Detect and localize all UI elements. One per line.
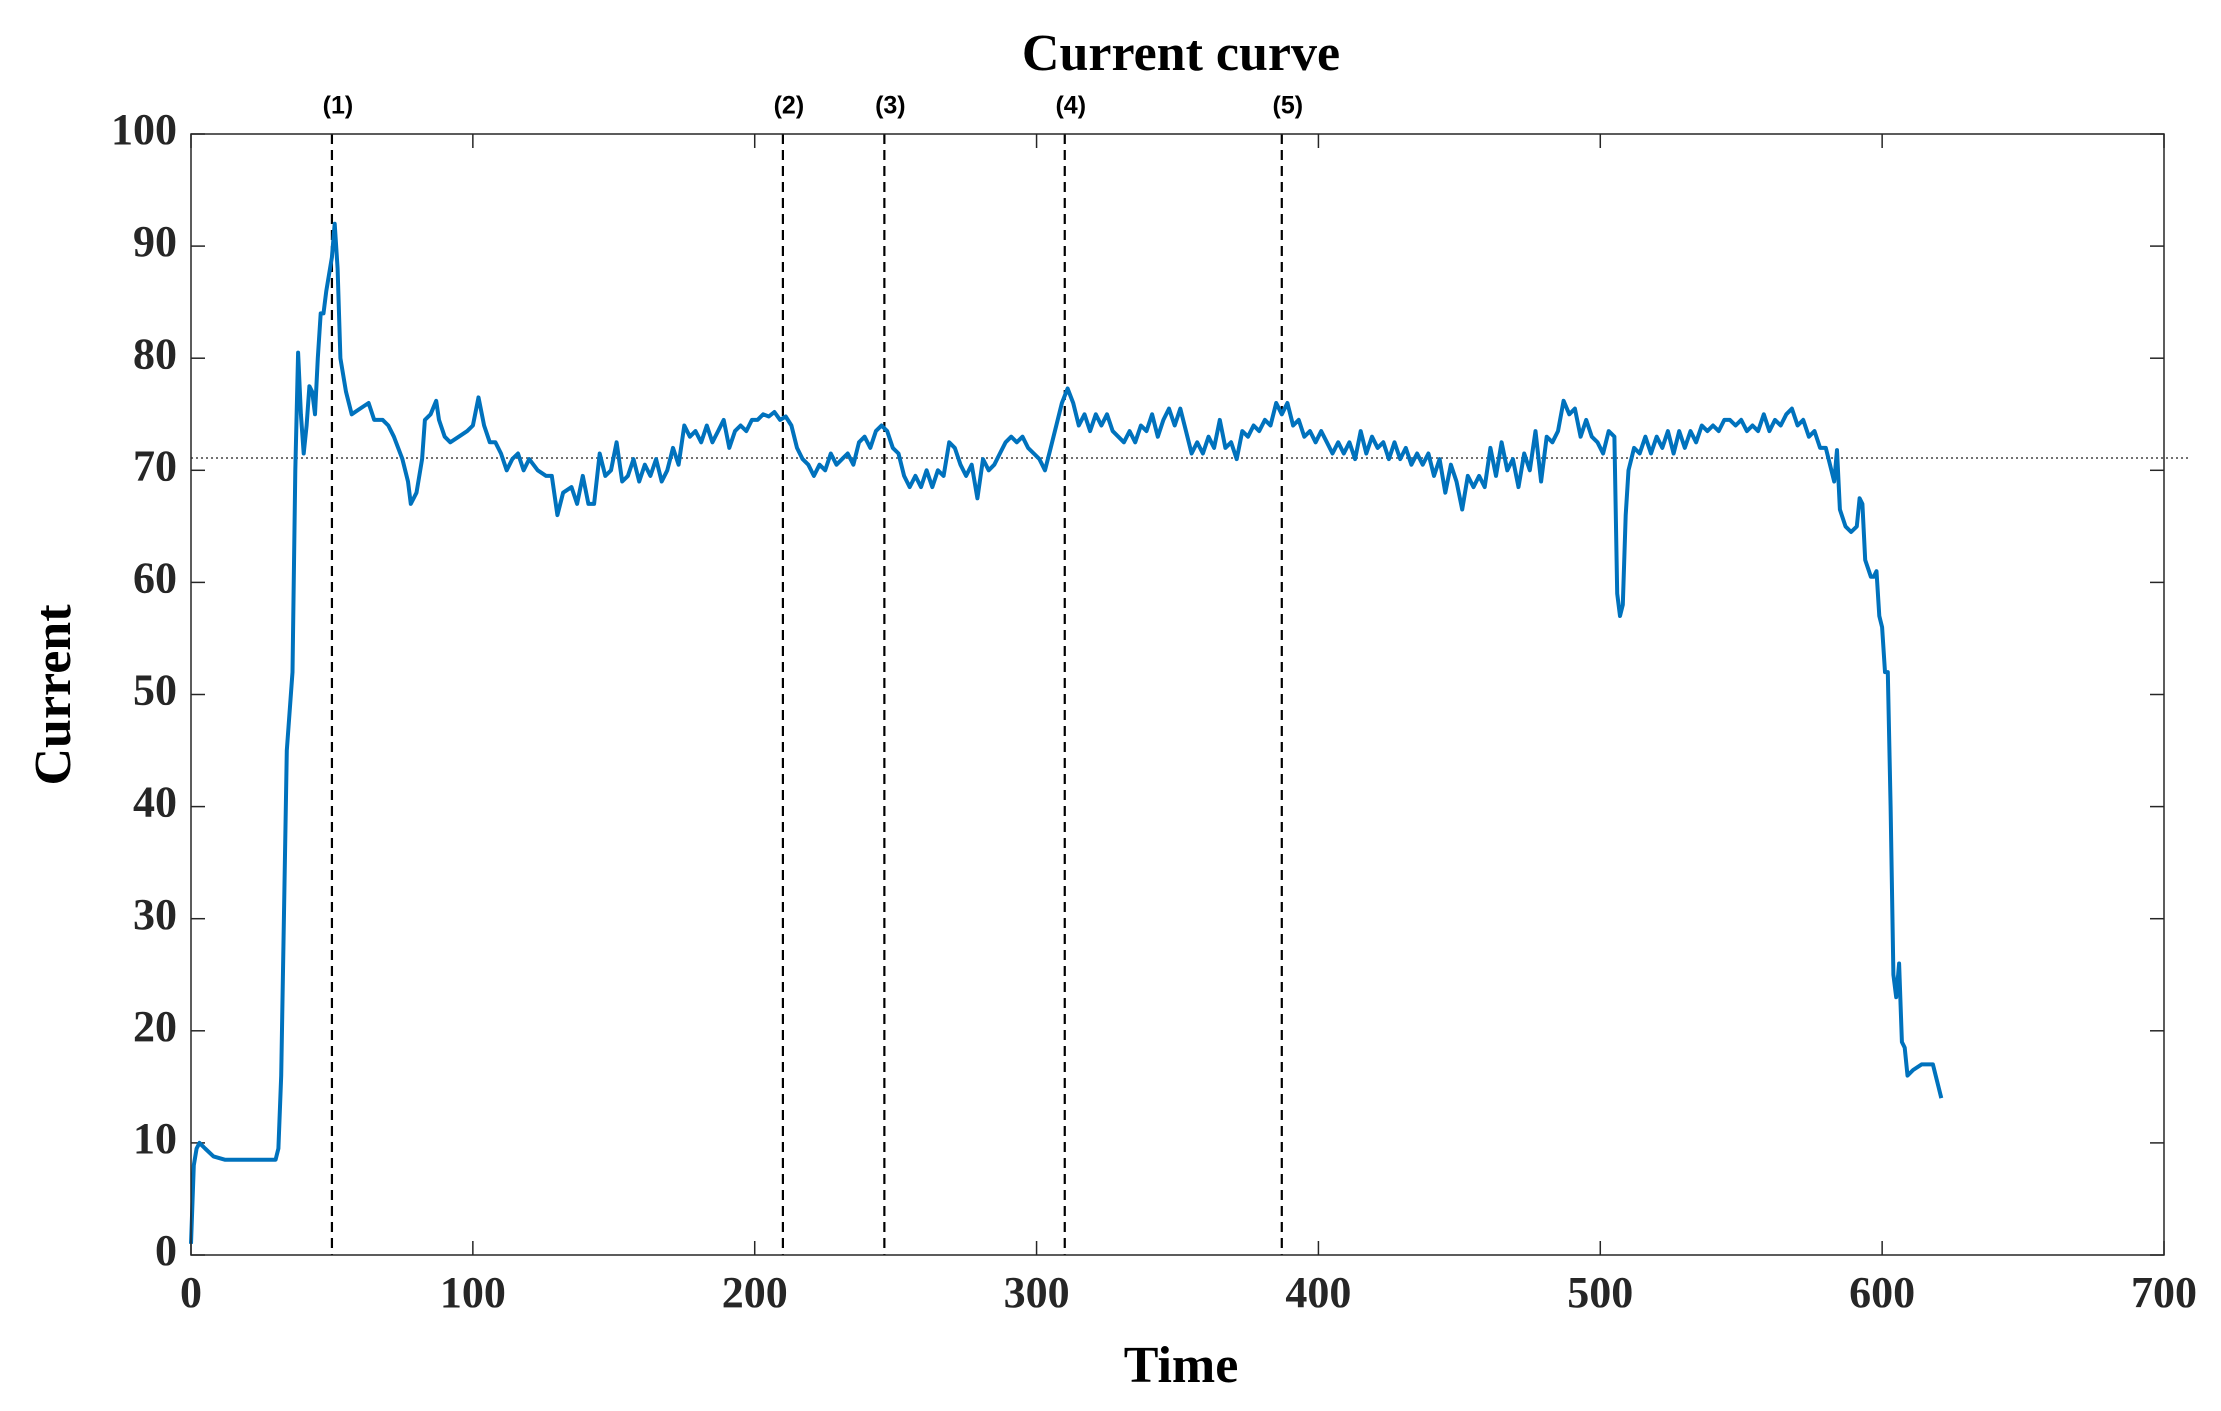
- x-axis-title: Time: [1124, 1337, 1239, 1394]
- data-line: [189, 221, 1944, 1244]
- x-tick-label: 300: [1004, 1268, 1070, 1317]
- marker-label: (3): [875, 92, 906, 120]
- y-tick-label: 20: [133, 1002, 177, 1051]
- y-tick-label: 80: [133, 329, 177, 378]
- x-tick-label: 500: [1567, 1268, 1633, 1317]
- marker-label: (5): [1273, 92, 1304, 120]
- marker-label: (1): [323, 92, 354, 120]
- y-tick-label: 40: [133, 778, 177, 827]
- x-tick-label: 200: [722, 1268, 788, 1317]
- x-tick-label: 700: [2131, 1268, 2197, 1317]
- y-tick-label: 100: [111, 105, 177, 154]
- y-tick-label: 60: [133, 553, 177, 602]
- plot-frame: [190, 133, 2165, 1256]
- x-tick-label: 100: [440, 1268, 506, 1317]
- marker-label: (4): [1055, 92, 1086, 120]
- y-tick-label: 50: [133, 666, 177, 715]
- y-tick-label: 0: [155, 1226, 177, 1275]
- chart-title: Current curve: [1022, 25, 1340, 82]
- marker-label: (2): [774, 92, 805, 120]
- x-tick-label: 0: [180, 1268, 202, 1317]
- x-tick-label: 400: [1285, 1268, 1351, 1317]
- y-tick-label: 90: [133, 217, 177, 266]
- y-tick-label: 30: [133, 890, 177, 939]
- y-axis-title: Current: [25, 604, 82, 786]
- y-tick-label: 70: [133, 441, 177, 490]
- y-tick-label: 10: [133, 1114, 177, 1163]
- x-tick-label: 600: [1849, 1268, 1915, 1317]
